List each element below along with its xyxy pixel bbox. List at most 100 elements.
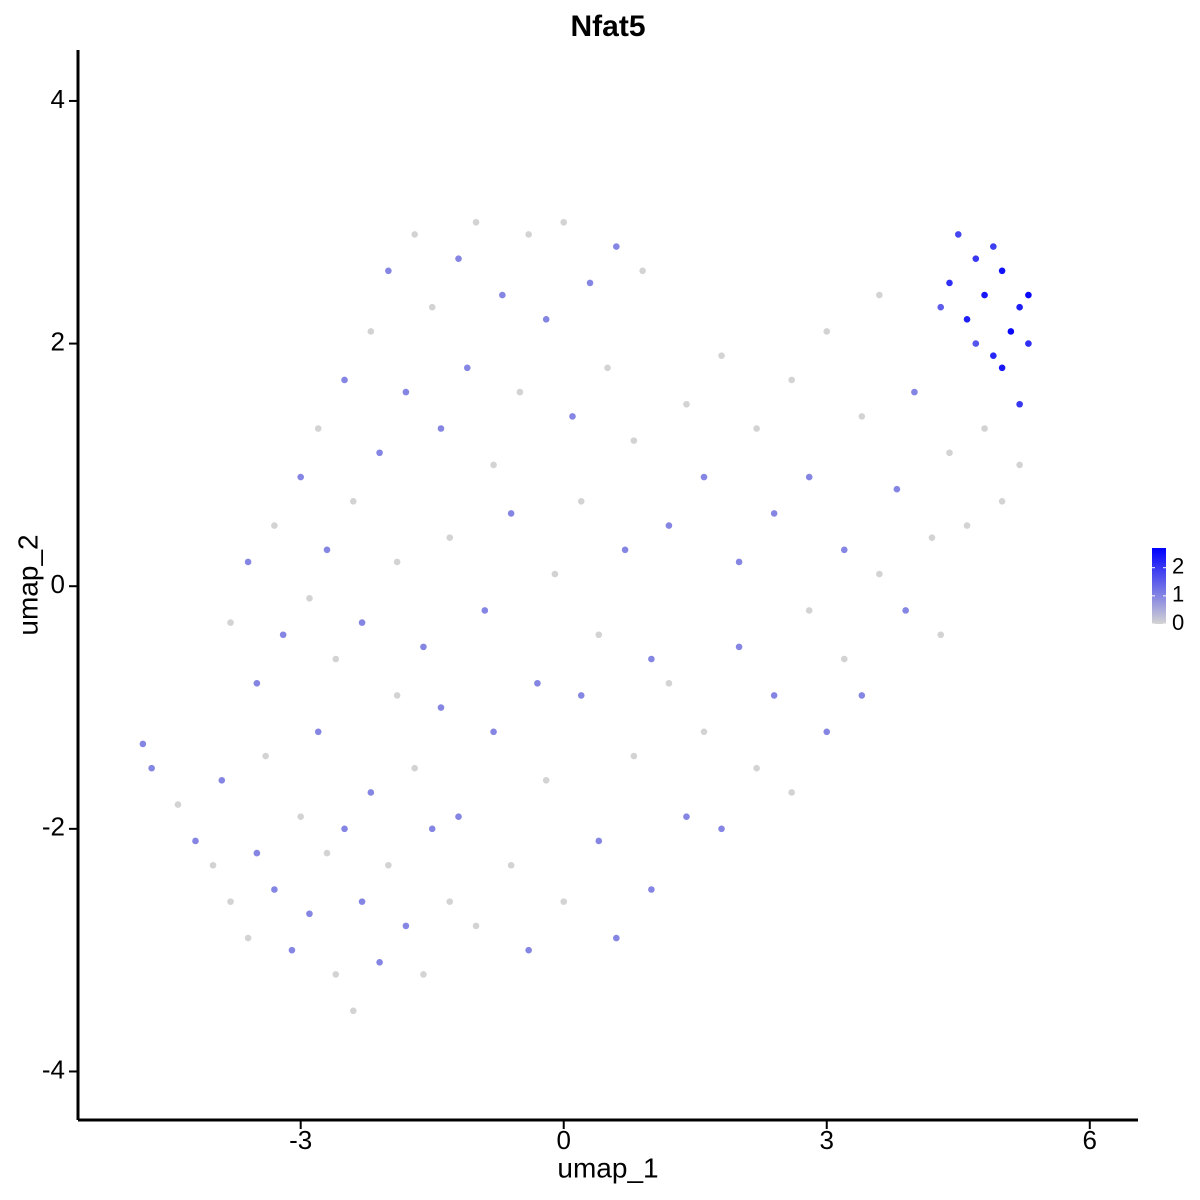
point: [998, 364, 1006, 372]
point: [367, 328, 375, 335]
point: [823, 328, 831, 335]
point: [350, 497, 357, 505]
point: [770, 692, 778, 699]
point: [306, 595, 313, 602]
point: [323, 849, 331, 857]
x-tick-label: 6: [1083, 1125, 1097, 1155]
point: [455, 255, 462, 262]
point: [490, 728, 497, 736]
point: [420, 643, 427, 651]
point: [428, 303, 436, 311]
point: [551, 570, 559, 578]
point: [577, 692, 585, 699]
point: [402, 922, 410, 930]
y-tick-label: 0: [51, 569, 65, 599]
point: [621, 546, 629, 554]
point: [437, 425, 445, 432]
point: [569, 413, 576, 420]
point: [148, 764, 155, 772]
point: [341, 825, 348, 833]
point: [139, 740, 147, 748]
point: [314, 728, 322, 736]
point: [735, 558, 743, 566]
point: [358, 898, 366, 905]
point: [840, 655, 848, 663]
point: [963, 316, 971, 323]
point: [358, 619, 366, 626]
point: [455, 813, 462, 821]
point: [928, 534, 936, 541]
point: [665, 679, 673, 687]
point: [577, 497, 585, 505]
point: [963, 522, 971, 529]
point: [323, 546, 331, 554]
point: [332, 971, 340, 978]
point: [227, 898, 234, 905]
point: [788, 789, 795, 796]
x-tick-label: 0: [556, 1125, 570, 1155]
point: [490, 461, 497, 469]
point: [367, 789, 375, 796]
colorbar-tick-label: 2: [1172, 554, 1184, 579]
y-tick-label: 4: [51, 84, 65, 114]
y-axis-label: umap_2: [12, 534, 43, 635]
point: [525, 946, 532, 954]
point: [753, 425, 760, 432]
point: [306, 910, 313, 918]
point: [446, 898, 454, 905]
point: [946, 279, 953, 287]
point: [876, 570, 883, 578]
point: [586, 279, 594, 287]
point: [428, 825, 436, 833]
point: [840, 546, 848, 554]
point: [972, 255, 980, 262]
point: [244, 558, 252, 566]
point: [376, 449, 383, 457]
point: [604, 364, 611, 372]
point: [341, 376, 348, 384]
point: [630, 437, 638, 444]
point: [499, 291, 506, 299]
point: [463, 364, 471, 372]
point: [402, 388, 410, 396]
point: [393, 692, 401, 699]
x-tick-label: 3: [820, 1125, 834, 1155]
point: [437, 704, 445, 711]
point: [253, 679, 261, 687]
point: [718, 352, 725, 360]
point: [525, 231, 532, 238]
point: [560, 218, 568, 226]
point: [788, 376, 795, 384]
point: [981, 291, 988, 299]
x-tick-label: -3: [289, 1125, 312, 1155]
point: [805, 607, 813, 614]
point: [507, 510, 515, 517]
point: [244, 934, 252, 942]
point: [893, 485, 901, 493]
point: [876, 291, 883, 299]
point: [595, 631, 603, 639]
point: [683, 813, 690, 821]
point: [1025, 291, 1032, 299]
point: [192, 837, 199, 845]
point: [648, 886, 655, 893]
point: [954, 231, 962, 238]
point: [1025, 340, 1032, 347]
point: [411, 231, 418, 238]
x-axis-label: umap_1: [557, 1152, 658, 1183]
point: [411, 764, 418, 772]
point: [946, 449, 953, 457]
axes: -3 0 3 6 -4 -2 0 2 4: [42, 50, 1138, 1155]
point: [1016, 303, 1023, 311]
point: [805, 473, 813, 481]
point: [314, 425, 322, 432]
point: [911, 388, 918, 396]
point: [472, 218, 480, 226]
point: [937, 631, 945, 639]
y-tick-label: -4: [42, 1054, 65, 1084]
point: [753, 764, 760, 772]
point: [998, 267, 1006, 275]
point: [507, 861, 515, 869]
point: [630, 752, 638, 760]
